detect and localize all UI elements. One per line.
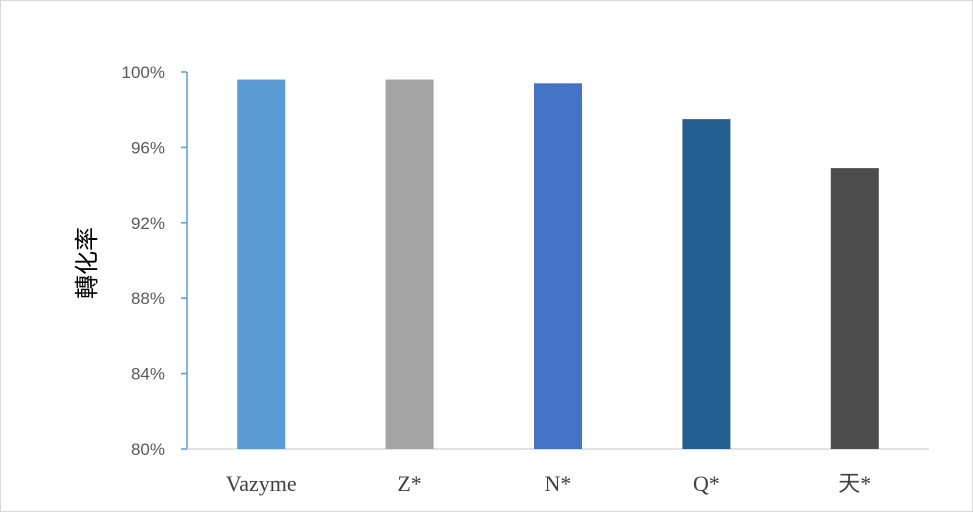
bar [237,79,286,449]
chart-bars [237,79,879,449]
y-tick-label: 100% [122,63,165,82]
y-tick-label: 96% [131,138,165,157]
bar [385,79,434,449]
bar [830,168,879,449]
x-category-label: Vazyme [226,471,297,496]
x-category-labels: Vazyme Z* N* Q* 天* [226,471,872,496]
y-tick-labels: 80% 84% 88% 92% 96% 100% [122,63,165,459]
x-category-label: Q* [693,471,720,496]
y-tick-label: 92% [131,214,165,233]
y-tick-label: 88% [131,289,165,308]
x-category-label: N* [545,471,572,496]
x-category-label: Z* [397,471,421,496]
bar [534,83,582,449]
y-axis-title: 轉化率 [73,227,101,299]
y-tick-label: 80% [131,440,165,459]
bar [682,119,731,449]
x-category-label: 天* [838,471,871,496]
y-tick-label: 84% [131,365,165,384]
